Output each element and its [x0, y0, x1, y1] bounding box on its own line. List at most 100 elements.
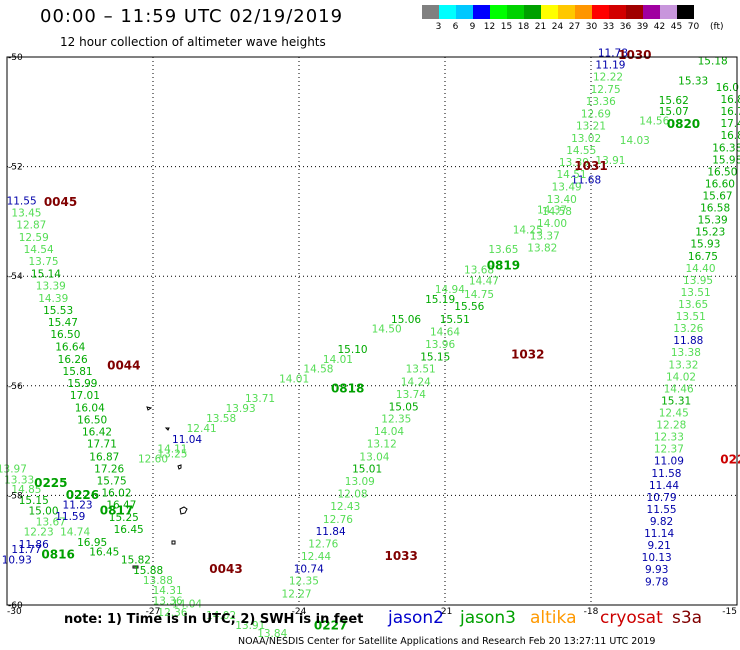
- wave-height-point: 16.02: [101, 487, 131, 499]
- wave-height-point: 16.8: [720, 94, 740, 106]
- wave-height-point: 13.39: [559, 157, 589, 169]
- wave-height-point: 12.45: [659, 407, 689, 419]
- track-time-label: 1030: [618, 48, 651, 62]
- wave-height-point: 15.62: [659, 95, 689, 107]
- wave-height-point: 13.58: [206, 413, 236, 425]
- wave-height-point: 10.13: [642, 552, 672, 564]
- wave-height-point: 13.67: [36, 517, 66, 529]
- legend-altika: altika: [530, 608, 577, 628]
- wave-height-point: 10.74: [294, 564, 324, 576]
- wave-height-point: 14.25: [513, 224, 543, 236]
- scale-label: 39: [636, 22, 649, 32]
- wave-height-point: 12.43: [330, 501, 360, 513]
- wave-height-point: 11.78: [598, 47, 628, 59]
- wave-height-point: 14.54: [24, 244, 54, 256]
- wave-height-point: 13.40: [547, 194, 577, 206]
- wave-height-point: 16.87: [89, 451, 119, 463]
- wave-height-point: 13.39: [36, 280, 66, 292]
- wave-height-point: 16.0: [716, 82, 739, 94]
- x-tick-label: -18: [584, 607, 599, 617]
- wave-height-point: 13.49: [552, 182, 582, 194]
- color-scale-legend: 3 6 9 12 15 18 21 24 27 30 33 36 39 42 45 70 (ft): [422, 5, 728, 33]
- legend-jason3: jason3: [460, 608, 516, 628]
- scale-swatch: [643, 5, 660, 19]
- wave-height-point: 12.75: [591, 84, 621, 96]
- scale-label: 70: [687, 22, 700, 32]
- wave-height-point: 14.39: [38, 293, 68, 305]
- wave-height-point: 11.44: [649, 480, 679, 492]
- wave-height-point: 15.25: [109, 512, 139, 524]
- wave-height-point: 13.09: [345, 476, 375, 488]
- scale-swatch: [490, 5, 507, 19]
- wave-height-point: 14.64: [430, 326, 460, 338]
- scale-swatch: [439, 5, 456, 19]
- wave-height-point: 12.37: [654, 444, 684, 456]
- wave-height-point: 12.76: [323, 514, 353, 526]
- wave-height-point: 16.75: [688, 251, 718, 263]
- wave-height-point: 15.10: [338, 344, 368, 356]
- scale-label: 30: [585, 22, 598, 32]
- wave-height-point: 15.82: [121, 554, 151, 566]
- wave-height-point: 15.18: [698, 56, 728, 68]
- track-time-label: 0220: [720, 453, 740, 467]
- wave-height-point: 12.69: [581, 108, 611, 120]
- scale-swatch: [507, 5, 524, 19]
- wave-height-point: 12.41: [187, 423, 217, 435]
- track-time-label: 0227: [314, 619, 347, 633]
- wave-height-point: 13.37: [530, 230, 560, 242]
- wave-height-point: 13.38: [671, 347, 701, 359]
- wave-height-point: 12.35: [381, 414, 411, 426]
- scale-label: 24: [551, 22, 564, 32]
- scale-unit: (ft): [710, 22, 724, 32]
- wave-height-point: 15.14: [31, 268, 61, 280]
- scale-label: 45: [670, 22, 683, 32]
- wave-height-point: 16.38: [712, 142, 740, 154]
- wave-height-point: 11.19: [595, 60, 625, 72]
- wave-height-point: 13.36: [153, 595, 183, 607]
- scale-label: 27: [568, 22, 581, 32]
- scale-label: 9: [469, 22, 476, 32]
- footer-credit: NOAA/NESDIS Center for Satellite Applica…: [238, 636, 656, 647]
- scale-swatch: [524, 5, 541, 19]
- wave-height-point: 16.42: [82, 427, 112, 439]
- wave-height-point: 14.58: [303, 364, 333, 376]
- wave-height-point: 12.36: [157, 607, 187, 619]
- wave-height-point: 11.58: [651, 468, 681, 480]
- scale-swatch: [422, 5, 439, 19]
- wave-height-point: 13.65: [488, 244, 518, 256]
- wave-height-point: 15.33: [678, 75, 708, 87]
- track-points: 11.5513.4512.8712.5914.5413.7515.1413.39…: [0, 47, 740, 639]
- wave-height-point: 13.95: [683, 275, 713, 287]
- wave-height-point: 9.21: [647, 540, 670, 552]
- y-tick-label: -52: [8, 163, 23, 173]
- wave-height-point: 15.23: [695, 227, 725, 239]
- wave-height-point: 13.68: [464, 264, 494, 276]
- scale-swatch: [473, 5, 490, 19]
- wave-height-point: 17.4: [720, 118, 740, 130]
- wave-height-point: 14.00: [537, 218, 567, 230]
- wave-height-point: 14.04: [374, 426, 404, 438]
- wave-height-point: 15.53: [43, 305, 73, 317]
- wave-height-point: 12.87: [16, 220, 46, 232]
- scale-label: 33: [602, 22, 615, 32]
- wave-height-point: 14.46: [664, 383, 694, 395]
- wave-height-point: 16.60: [705, 178, 735, 190]
- wave-height-point: 13.02: [571, 133, 601, 145]
- wave-height-point: 15.06: [391, 314, 421, 326]
- wave-height-point: 9.82: [650, 516, 673, 528]
- track-time-label: 0818: [331, 381, 364, 395]
- wave-height-point: 13.75: [28, 256, 58, 268]
- track-time-label: 1033: [384, 549, 417, 563]
- legend-s3a: s3a: [672, 608, 703, 628]
- wave-height-point: 15.51: [440, 314, 470, 326]
- wave-height-point: 16.95: [77, 537, 107, 549]
- scale-swatch: [541, 5, 558, 19]
- wave-height-point: 13.96: [425, 339, 455, 351]
- wave-height-point: 12.27: [282, 588, 312, 600]
- wave-height-point: 11.86: [19, 539, 49, 551]
- wave-height-point: 9.93: [645, 564, 668, 576]
- wave-height-point: 12.60: [138, 454, 168, 466]
- note-text: note: 1) Time is in UTC; 2) SWH is in fe…: [64, 612, 364, 627]
- wave-height-point: 15.93: [690, 239, 720, 251]
